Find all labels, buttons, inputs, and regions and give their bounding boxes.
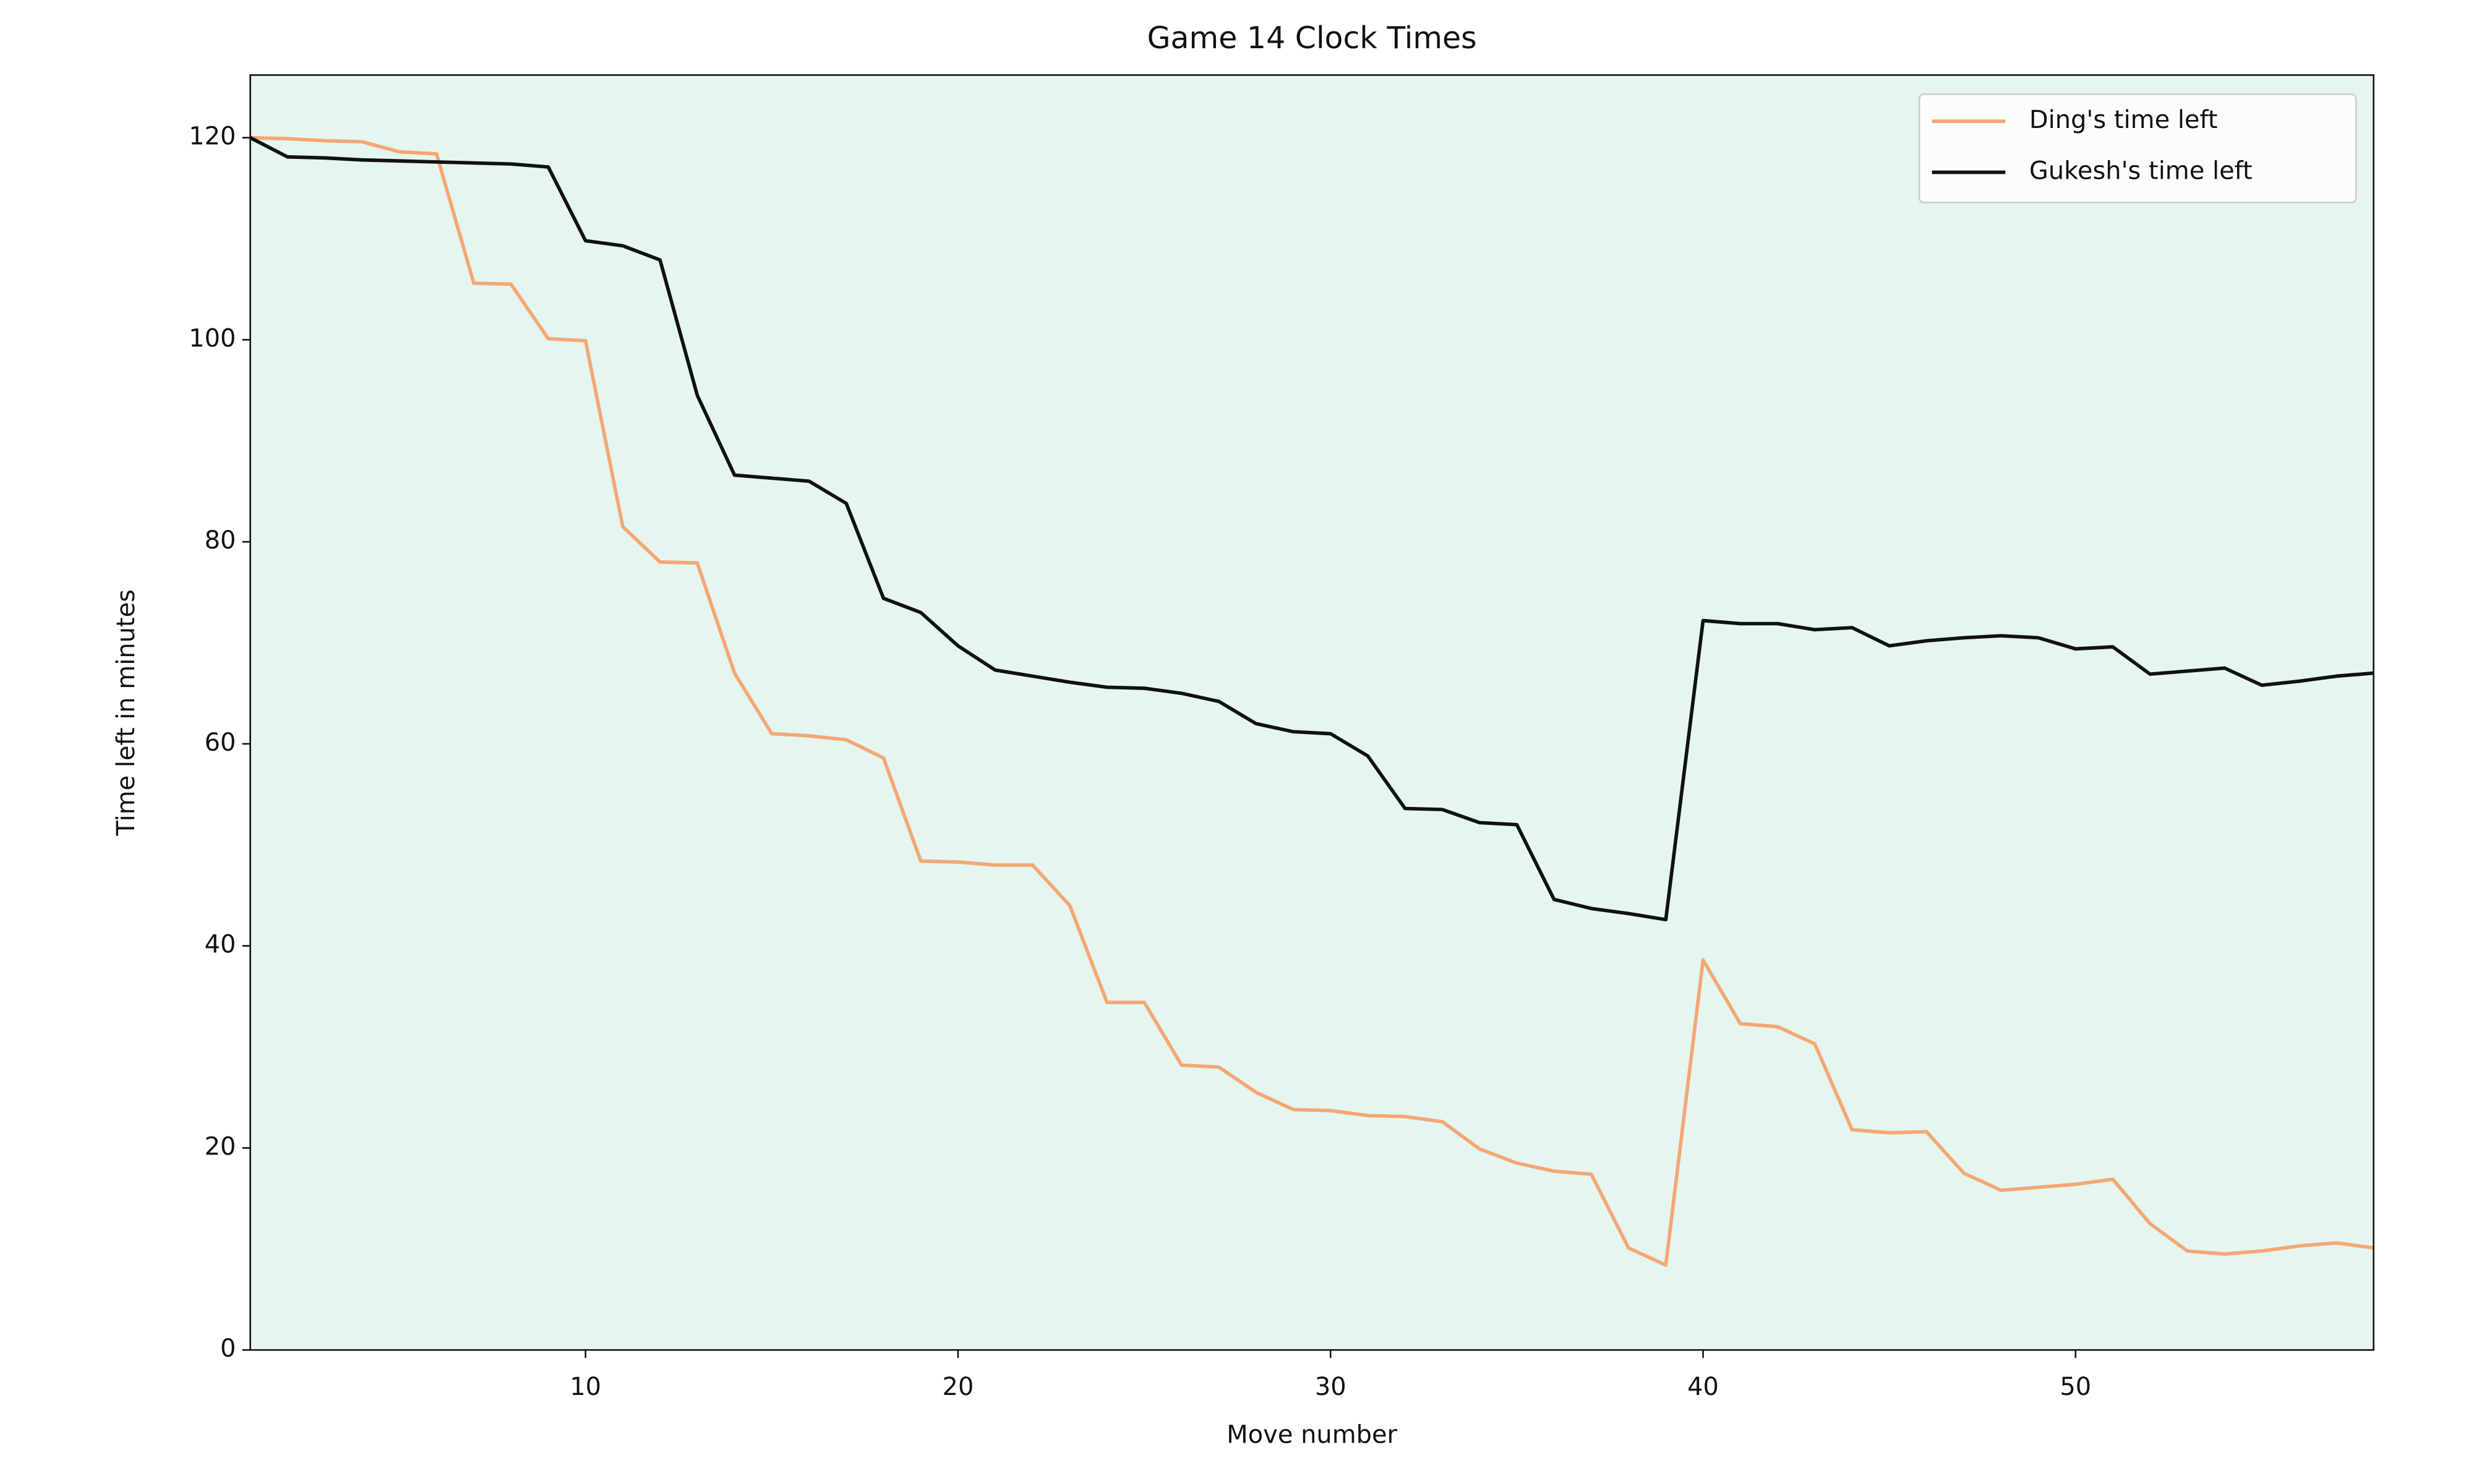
legend: Ding's time left Gukesh's time left [1918,93,2357,203]
y-tick-label: 60 [205,728,236,757]
legend-box [1918,93,2357,203]
y-tick-label: 20 [205,1132,236,1161]
legend-label: Ding's time left [2029,106,2218,134]
plot-frame [249,74,2374,1351]
x-tick-label: 20 [943,1373,974,1401]
y-tick-label: 40 [205,931,236,959]
series-line [250,135,2374,1267]
y-tick-label: 80 [205,526,236,555]
x-tick-label: 10 [570,1373,601,1401]
plot-area [250,75,2374,1350]
series-line [249,136,2374,922]
y-tick-label: 100 [189,324,236,352]
x-tick-label: 50 [2060,1373,2091,1401]
y-axis-label: Time left in minutes [112,589,140,837]
x-tick-label: 30 [1315,1373,1346,1401]
y-tick-label: 0 [220,1334,236,1363]
legend-label: Gukesh's time left [2029,157,2253,186]
chart-title: Game 14 Clock Times [1147,20,1477,56]
x-axis-label: Move number [1226,1420,1397,1449]
y-tick-label: 120 [189,122,236,151]
x-tick-label: 40 [1687,1373,1719,1401]
